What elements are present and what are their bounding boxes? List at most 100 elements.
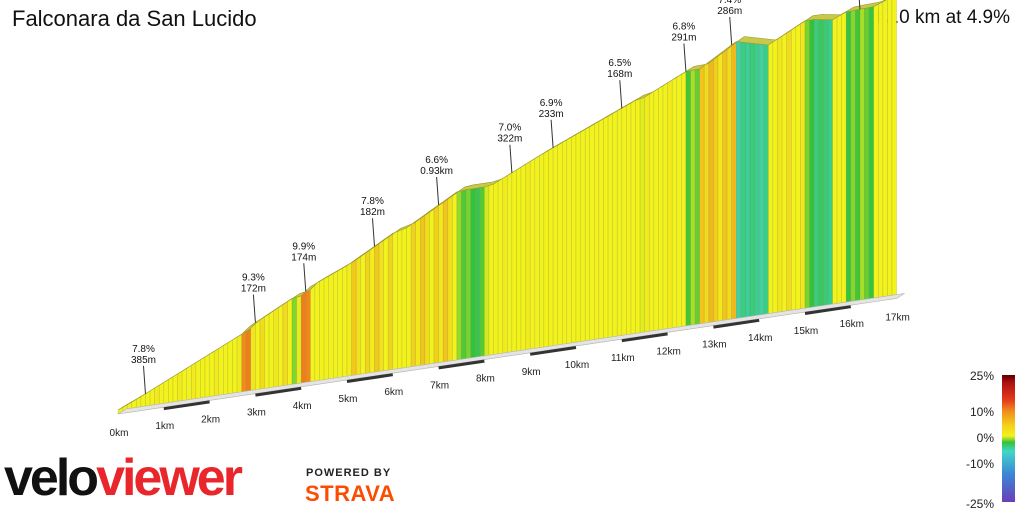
profile-segment	[456, 190, 462, 364]
km-bar	[346, 373, 394, 383]
annotation-gradient: 6.9%	[540, 98, 563, 109]
annotation-leader	[729, 16, 733, 45]
gradient-annotation: 7.0%322m	[497, 123, 522, 173]
profile-segment	[845, 10, 852, 307]
profile-segment	[832, 16, 838, 309]
profile-segment	[589, 123, 595, 345]
annotation-length: 291m	[671, 33, 696, 44]
profile-segment	[365, 249, 371, 378]
profile-segment	[878, 1, 884, 302]
gradient-annotation: 7.8%182m	[360, 196, 385, 247]
x-tick-label: 16km	[840, 319, 864, 330]
profile-segment	[195, 359, 201, 403]
profile-segment	[488, 183, 494, 360]
profile-segment	[392, 231, 398, 374]
profile-segment	[809, 19, 815, 312]
profile-segment	[649, 90, 655, 336]
profile-segment	[813, 19, 819, 311]
x-tick-label: 3km	[247, 408, 266, 419]
annotation-gradient: 9.9%	[292, 241, 315, 252]
profile-segment	[772, 38, 778, 318]
profile-segment	[754, 43, 760, 320]
climb-summary: 17.0 km at 4.9%	[872, 7, 1010, 28]
profile-segment	[465, 188, 471, 363]
profile-segment	[278, 303, 284, 391]
annotation-length: 182m	[360, 207, 385, 218]
profile-segment	[424, 210, 430, 369]
annotation-gradient: 6.6%	[425, 155, 448, 166]
profile-segment	[241, 329, 247, 396]
annotation-leader	[550, 119, 554, 148]
x-tick-label: 5km	[339, 394, 358, 405]
profile-segment	[507, 172, 513, 357]
profile-segment	[543, 150, 549, 352]
profile-segment	[713, 54, 719, 326]
profile-segment	[791, 26, 797, 315]
profile-segment	[768, 41, 774, 318]
strava-logo[interactable]: STRAVA	[305, 481, 396, 506]
profile-segment	[630, 99, 636, 339]
annotation-gradient: 7.4%	[718, 0, 741, 6]
profile-segment	[181, 367, 187, 405]
climb-title: Falconara da San Lucido	[12, 6, 257, 31]
profile-segment	[644, 93, 650, 337]
profile-segment	[726, 44, 732, 324]
profile-segment	[232, 336, 238, 398]
annotation-leader	[683, 43, 687, 72]
profile-segment	[264, 313, 270, 393]
x-tick-label: 15km	[794, 326, 818, 337]
veloviewer-logo[interactable]: veloviewer	[4, 452, 243, 504]
profile-segment	[410, 220, 416, 371]
profile-segment	[823, 19, 829, 310]
profile-segment	[722, 47, 728, 325]
profile-segment	[520, 163, 526, 355]
profile-segment	[438, 201, 444, 367]
profile-segment	[337, 267, 343, 382]
annotation-length: 0.93km	[420, 166, 453, 177]
profile-segment	[346, 261, 352, 381]
profile-segment	[479, 186, 485, 361]
annotation-leader	[858, 0, 861, 10]
annotation-length: 172m	[241, 284, 266, 295]
profile-segment	[461, 189, 467, 364]
profile-segment	[204, 353, 210, 402]
profile-segment	[612, 110, 618, 341]
profile-segment	[626, 102, 632, 339]
annotation-leader	[252, 294, 256, 323]
profile-segment	[708, 58, 714, 327]
profile-segment	[314, 280, 320, 386]
profile-segment	[534, 155, 540, 353]
annotation-length: 286m	[717, 6, 742, 17]
x-tick-label: 9km	[522, 367, 541, 378]
profile-segment	[818, 19, 824, 311]
profile-segment	[552, 144, 558, 350]
km-bar	[804, 305, 852, 315]
profile-segment	[516, 166, 522, 356]
annotation-gradient: 7.0%	[498, 123, 521, 134]
profile-segment	[433, 204, 439, 368]
profile-segment	[864, 7, 870, 304]
profile-segment	[616, 107, 623, 341]
profile-segment	[749, 42, 755, 321]
annotation-leader	[509, 144, 513, 173]
profile-segment	[310, 283, 316, 386]
gradient-annotation: 9.9%174m	[291, 241, 316, 292]
profile-segment	[452, 191, 458, 365]
profile-segment	[658, 85, 664, 335]
x-tick-label: 14km	[748, 333, 772, 344]
annotation-length: 168m	[607, 69, 632, 80]
profile-segment	[415, 217, 421, 371]
profile-segment	[827, 19, 833, 309]
gradient-annotation: 7.8%385m	[131, 344, 156, 394]
legend-label-0: 0%	[976, 431, 994, 445]
profile-segment	[690, 69, 696, 330]
x-tick-label: 8km	[476, 374, 495, 385]
profile-segment	[603, 115, 609, 343]
profile-segment	[227, 339, 233, 398]
profile-segment	[300, 290, 307, 388]
profile-segment	[676, 73, 682, 332]
profile-segment	[859, 8, 865, 305]
profile-segment	[291, 296, 297, 389]
profile-top-edge	[117, 0, 887, 411]
legend-label-max: 25%	[969, 369, 994, 383]
